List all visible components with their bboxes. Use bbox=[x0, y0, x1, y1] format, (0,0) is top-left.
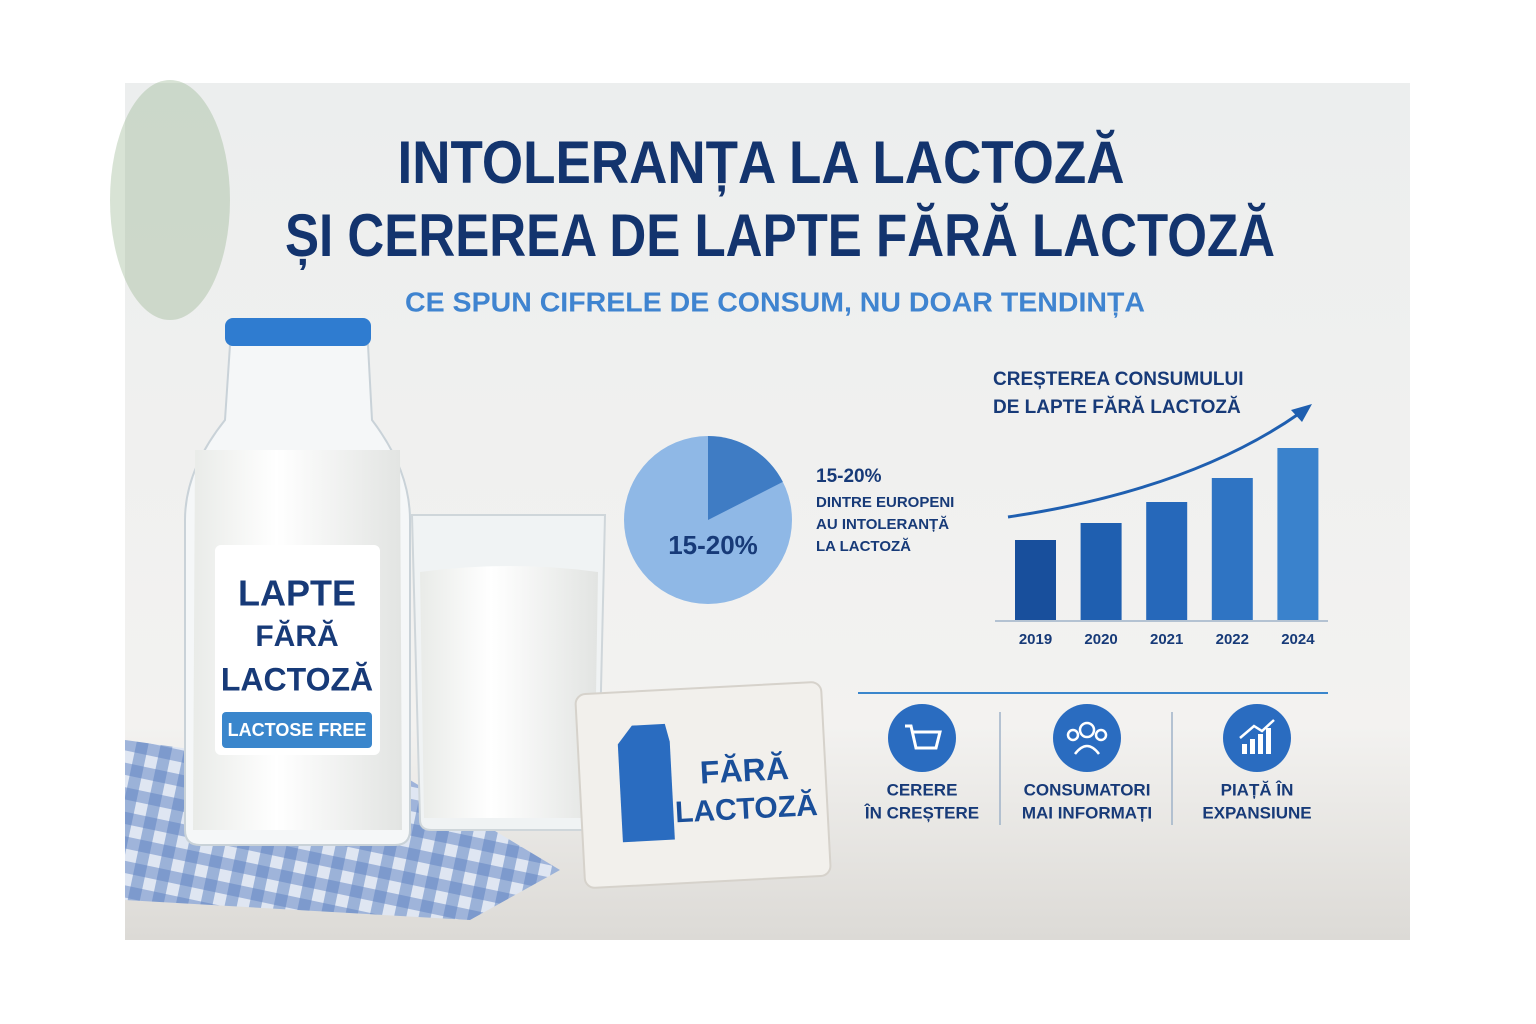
feature-label: ÎN CREȘTERE bbox=[864, 803, 979, 822]
bottle-text: LACTOZĂ bbox=[221, 661, 373, 697]
x-tick-label: 2019 bbox=[1019, 631, 1052, 648]
bottle-text: FĂRĂ bbox=[255, 619, 338, 653]
bar bbox=[1211, 478, 1253, 620]
chart-title: CREȘTEREA CONSUMULUI bbox=[993, 369, 1244, 390]
bar bbox=[1146, 502, 1188, 620]
card-text: LACTOZĂ bbox=[674, 788, 818, 829]
pie-chart bbox=[624, 436, 792, 604]
subtitle: CE SPUN CIFRELE DE CONSUM, NU DOAR TENDI… bbox=[405, 286, 1145, 317]
icon-growth bbox=[1223, 704, 1291, 772]
title: ȘI CEREREA DE LAPTE FĂRĂ LACTOZĂ bbox=[285, 202, 1275, 270]
x-tick-label: 2024 bbox=[1281, 631, 1315, 648]
pie-label: 15-20% bbox=[668, 530, 758, 560]
pie-slice bbox=[708, 436, 783, 520]
chart-title: DE LAPTE FĂRĂ LACTOZĂ bbox=[993, 396, 1241, 418]
plant-blur bbox=[110, 80, 230, 320]
pie-caption: DINTRE EUROPENI bbox=[816, 494, 954, 511]
bottle-text: LAPTE bbox=[238, 573, 356, 614]
icon-cart bbox=[888, 704, 956, 772]
feature-label: CERERE bbox=[887, 780, 958, 799]
bottle-cap bbox=[225, 318, 371, 346]
x-tick-label: 2020 bbox=[1084, 631, 1117, 648]
growth-glyph bbox=[1242, 728, 1271, 754]
arrow-head bbox=[1291, 404, 1312, 422]
bar bbox=[1080, 523, 1122, 620]
card-text: FĂRĂ bbox=[699, 750, 790, 791]
feature-label: EXPANSIUNE bbox=[1202, 803, 1311, 822]
feature-label: CONSUMATORI bbox=[1024, 780, 1151, 799]
bar bbox=[1015, 540, 1056, 620]
badge-text: LACTOSE FREE bbox=[228, 720, 367, 740]
people-glyph bbox=[1066, 721, 1108, 755]
feature-label: MAI INFORMAȚI bbox=[1022, 803, 1152, 822]
x-tick-label: 2021 bbox=[1150, 631, 1183, 648]
bars: 2019 2020 2021 2022 2024 bbox=[1015, 448, 1319, 648]
carton-icon bbox=[617, 723, 675, 843]
glass-milk bbox=[420, 566, 598, 818]
pie-caption: 15-20% bbox=[816, 466, 882, 487]
x-tick-label: 2022 bbox=[1216, 631, 1249, 648]
cart-glyph bbox=[905, 724, 942, 750]
trend-arrow bbox=[1007, 411, 1301, 519]
growth-line bbox=[1239, 719, 1275, 739]
pie-caption: LA LACTOZĂ bbox=[816, 538, 911, 555]
badge bbox=[222, 712, 372, 748]
bottle-label bbox=[215, 545, 380, 755]
title: INTOLERANȚA LA LACTOZĂ bbox=[398, 129, 1125, 196]
feature-label: PIAȚĂ ÎN bbox=[1221, 780, 1294, 799]
card: FĂRĂ LACTOZĂ bbox=[574, 681, 832, 889]
pie-caption: AU INTOLERANȚĂ bbox=[816, 516, 949, 533]
bar bbox=[1277, 448, 1319, 620]
